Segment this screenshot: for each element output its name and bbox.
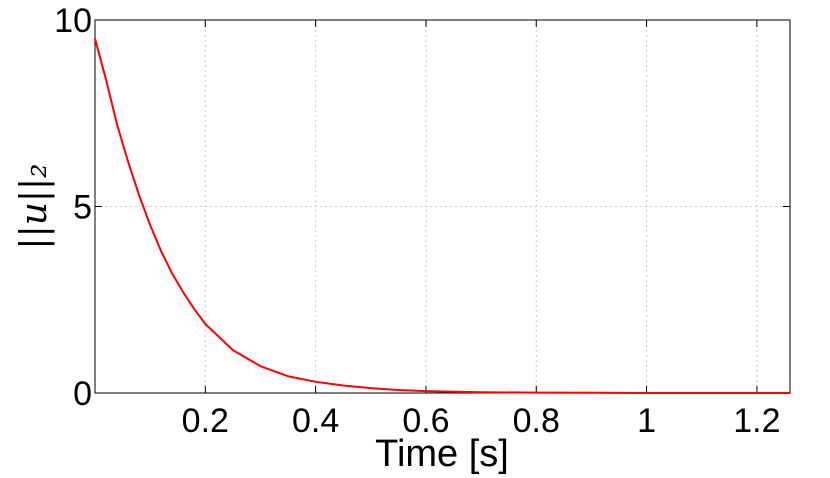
- x-tick-label: 0.2: [182, 402, 229, 440]
- x-tick-label: 0.8: [513, 402, 560, 440]
- y-tick-label: 5: [73, 189, 92, 227]
- y-tick-label: 0: [73, 375, 92, 413]
- x-axis-label: Time [s]: [375, 433, 509, 475]
- x-tick-label: 0.6: [402, 402, 449, 440]
- x-tick-label: 1: [637, 402, 656, 440]
- x-tick-labels: 0.2 0.4 0.6 0.8 1 1.2: [182, 402, 781, 440]
- y-tick-labels: 0 5 10: [54, 2, 92, 413]
- series-group: [94, 38, 790, 394]
- y-axis-label: ||u||₂: [14, 163, 55, 249]
- series-line: [94, 38, 790, 394]
- y-tick-label: 10: [54, 2, 92, 40]
- x-tick-label: 1.2: [733, 402, 780, 440]
- x-tick-label: 0.4: [292, 402, 339, 440]
- grid-lines: [95, 20, 790, 393]
